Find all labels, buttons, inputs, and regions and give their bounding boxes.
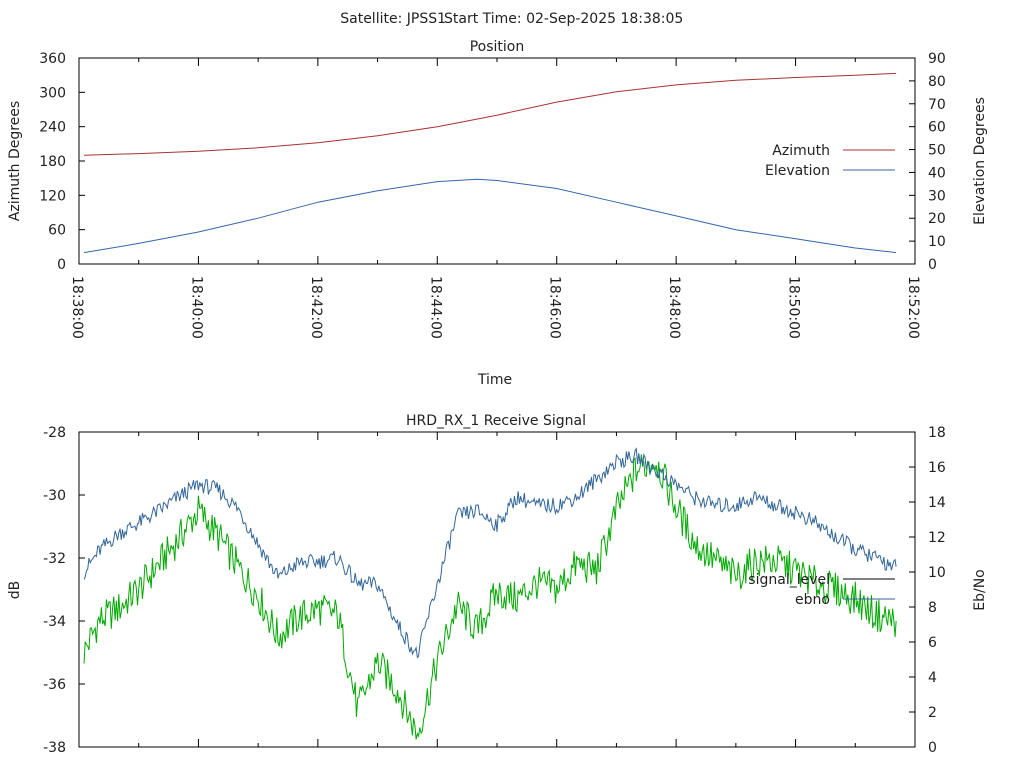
ebno-tick-label: 14 bbox=[928, 495, 946, 511]
db-tick-label: -28 bbox=[43, 425, 66, 441]
elevation-tick-label: 90 bbox=[928, 51, 946, 67]
ebno-tick-label: 12 bbox=[928, 530, 946, 546]
position-x-axis-label: Time bbox=[477, 372, 512, 388]
ebno-tick-label: 4 bbox=[928, 670, 937, 686]
elevation-tick-label: 70 bbox=[928, 97, 946, 113]
time-tick-label: 18:44:00 bbox=[427, 276, 443, 339]
elevation-line bbox=[83, 178, 897, 254]
time-tick-label: 18:40:00 bbox=[188, 276, 204, 339]
time-tick-label: 18:42:00 bbox=[308, 276, 324, 339]
elevation-tick-label: 80 bbox=[928, 74, 946, 90]
ebno-tick-label: 6 bbox=[928, 635, 937, 651]
time-tick-label: 18:46:00 bbox=[547, 276, 563, 339]
elevation-tick-label: 20 bbox=[928, 211, 946, 227]
position-chart: Position Time Azimuth Degrees Elevation … bbox=[7, 39, 988, 388]
ebno-line bbox=[83, 447, 897, 659]
position-chart-title: Position bbox=[470, 39, 525, 55]
start-time-label: Start Time: 02-Sep-2025 18:38:05 bbox=[444, 11, 683, 27]
ebno-tick-label: 2 bbox=[928, 705, 937, 721]
elevation-axis-label: Elevation Degrees bbox=[972, 97, 988, 225]
time-tick-label: 18:48:00 bbox=[666, 276, 682, 339]
ebno-tick-label: 10 bbox=[928, 565, 946, 581]
azimuth-axis-label: Azimuth Degrees bbox=[7, 101, 23, 221]
db-tick-label: -32 bbox=[43, 551, 66, 567]
time-tick-label: 18:38:00 bbox=[69, 276, 85, 339]
azimuth-tick-label: 300 bbox=[39, 85, 66, 101]
satellite-label: Satellite: JPSS1 bbox=[340, 11, 446, 27]
legend-label-azimuth: Azimuth bbox=[772, 143, 830, 159]
ebno-tick-label: 0 bbox=[928, 740, 937, 756]
elevation-tick-label: 60 bbox=[928, 120, 946, 136]
legend-label-signal_level: signal_level bbox=[748, 572, 830, 588]
ebno-tick-label: 8 bbox=[928, 600, 937, 616]
legend-label-elevation: Elevation bbox=[765, 163, 830, 179]
elevation-tick-label: 50 bbox=[928, 143, 946, 159]
ebno-tick-label: 18 bbox=[928, 425, 946, 441]
legend-label-ebno: ebno bbox=[795, 592, 830, 608]
azimuth-tick-label: 240 bbox=[39, 120, 66, 136]
azimuth-tick-label: 0 bbox=[57, 257, 66, 273]
db-tick-label: -36 bbox=[43, 677, 66, 693]
db-tick-label: -30 bbox=[43, 488, 66, 504]
azimuth-tick-label: 120 bbox=[39, 188, 66, 204]
azimuth-tick-label: 60 bbox=[48, 223, 66, 239]
elevation-tick-label: 30 bbox=[928, 188, 946, 204]
receive-signal-plot-frame bbox=[78, 431, 916, 748]
db-axis-label: dB bbox=[7, 581, 23, 600]
azimuth-tick-label: 180 bbox=[39, 154, 66, 170]
position-plot-frame bbox=[78, 57, 916, 265]
elevation-tick-label: 10 bbox=[928, 234, 946, 250]
ebno-axis-label: Eb/No bbox=[972, 569, 988, 611]
ebno-tick-label: 16 bbox=[928, 460, 946, 476]
elevation-tick-label: 0 bbox=[928, 257, 937, 273]
db-tick-label: -38 bbox=[43, 740, 66, 756]
signal_level-line bbox=[83, 454, 897, 740]
azimuth-line bbox=[83, 72, 897, 156]
receive-signal-chart-title: HRD_RX_1 Receive Signal bbox=[406, 413, 586, 429]
azimuth-tick-label: 360 bbox=[39, 51, 66, 67]
time-tick-label: 18:50:00 bbox=[786, 276, 802, 339]
db-tick-label: -34 bbox=[43, 614, 66, 630]
time-tick-label: 18:52:00 bbox=[905, 276, 921, 339]
elevation-tick-label: 40 bbox=[928, 165, 946, 181]
receive-signal-chart: HRD_RX_1 Receive Signal dB Eb/No -28 -30 -… bbox=[7, 413, 988, 756]
